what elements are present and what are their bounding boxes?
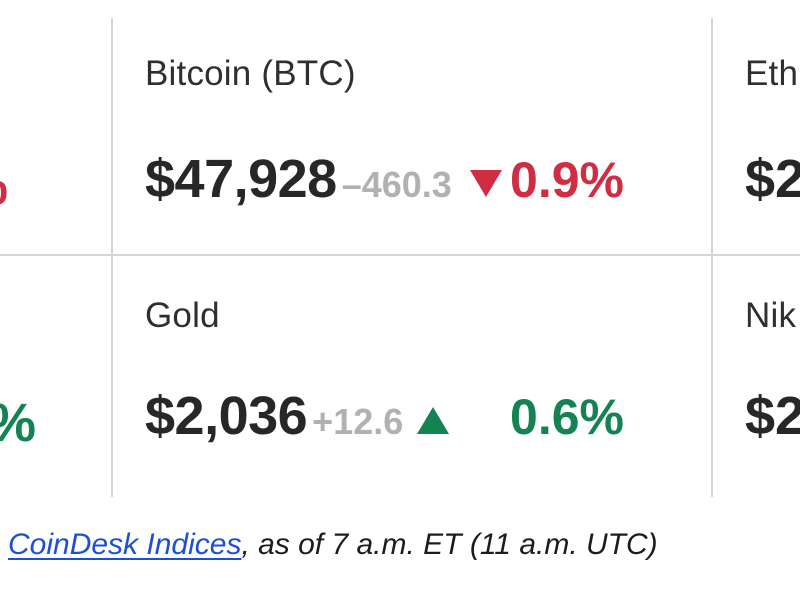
percent-change-bitcoin: 0.9% xyxy=(510,152,624,208)
left-cell-percent-fragment-row2: % xyxy=(0,392,36,454)
down-triangle-icon xyxy=(469,170,502,197)
asset-name-ethereum-partial: Eth xyxy=(745,54,799,93)
grid-divider-vertical-left xyxy=(111,18,113,497)
coindesk-indices-link[interactable]: CoinDesk Indices xyxy=(8,528,242,561)
left-cell-percent-fragment-row1: % xyxy=(0,155,8,217)
attribution-footer: CoinDesk Indices, as of 7 a.m. ET (11 a.… xyxy=(8,528,658,562)
price-value-nikkei-partial: $2 xyxy=(745,386,800,446)
price-change-gold: +12.6 xyxy=(312,401,404,442)
price-value-ethereum-partial: $2 xyxy=(745,149,800,209)
price-row-gold: $2,036 +12.6 0.6% xyxy=(145,385,624,447)
attribution-text: , as of 7 a.m. ET (11 a.m. UTC) xyxy=(241,528,658,561)
grid-divider-horizontal xyxy=(0,254,800,256)
price-value-gold: $2,036 xyxy=(145,386,308,446)
price-change-bitcoin: –460.3 xyxy=(341,164,452,205)
grid-divider-vertical-right xyxy=(711,18,713,497)
percent-change-gold: 0.6% xyxy=(510,389,624,445)
up-triangle-icon xyxy=(417,407,450,434)
asset-name-gold: Gold xyxy=(145,296,220,335)
price-value-bitcoin: $47,928 xyxy=(145,149,337,209)
asset-name-nikkei-partial: Nik xyxy=(745,296,797,335)
asset-name-bitcoin: Bitcoin (BTC) xyxy=(145,54,356,93)
price-row-bitcoin: $47,928 –460.3 0.9% xyxy=(145,148,624,210)
